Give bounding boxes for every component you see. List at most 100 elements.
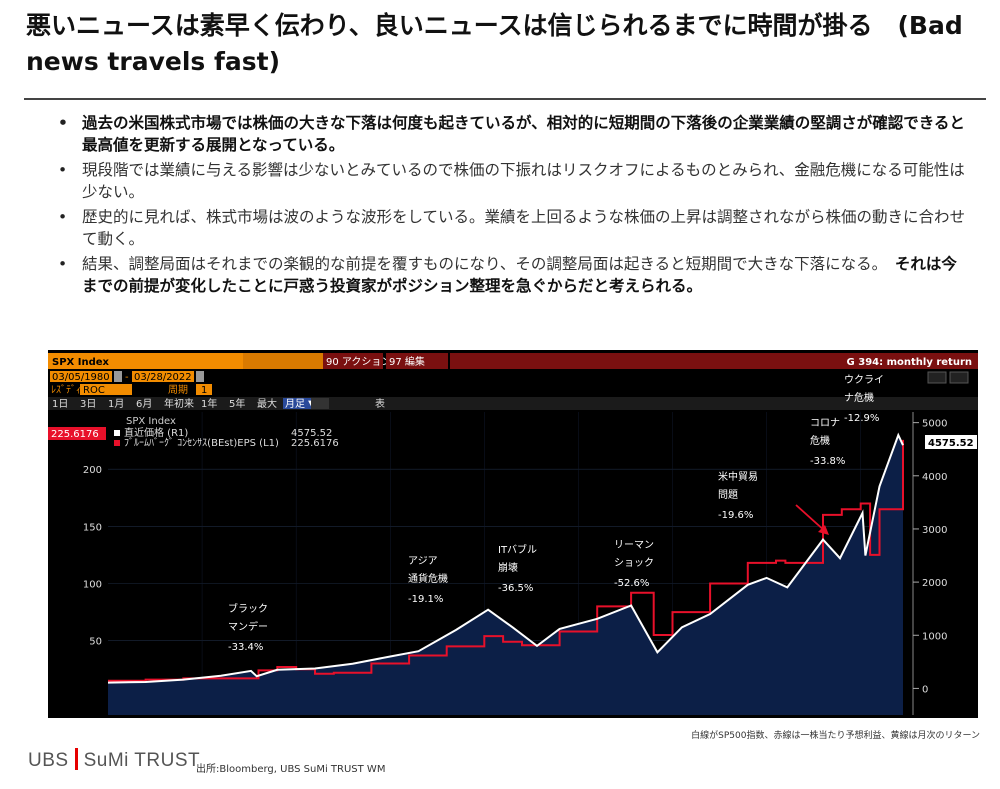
header-right-label: G 394: monthly return	[847, 357, 972, 368]
menu-action[interactable]	[323, 353, 383, 369]
bullet-item: 結果、調整局面はそれまでの楽観的な前提を覆すものになり、その調整局面は起きると短…	[48, 253, 968, 297]
date-from: 03/05/1980	[52, 372, 110, 383]
bullet-item: 過去の米国株式市場では株価の大きな下落は何度も起きているが、相対的に短期間の下落…	[48, 112, 968, 156]
period-bar	[48, 397, 978, 410]
logo-left: UBS	[28, 750, 69, 771]
right-tick-label: 0	[922, 684, 928, 695]
annotation-label: 米中貿易	[718, 470, 758, 483]
menu-edit[interactable]	[386, 353, 448, 369]
period-button[interactable]: 年初来	[164, 397, 194, 410]
period-button[interactable]: 5年	[229, 397, 245, 410]
annotation-label: 問題	[718, 489, 738, 501]
bullet-item: 現段階では業績に与える影響は少ないとみているので株価の下振れはリスクオフによるも…	[48, 159, 968, 203]
annotation-arrowhead	[818, 525, 829, 535]
left-axis: 50 100 150 200	[83, 465, 102, 648]
ticker-bar	[48, 353, 243, 369]
legend-label-price: 直近価格 (R1)	[124, 426, 188, 439]
ticker-label: SPX Index	[52, 357, 110, 368]
left-tick-label: 50	[89, 637, 102, 648]
annotation-label: ナ危機	[844, 391, 874, 404]
menu-edit-label: 97 編集	[389, 355, 425, 368]
left-tick-label: 100	[83, 580, 102, 591]
annotation-value: -19.6%	[718, 510, 753, 521]
legend-title: SPX Index	[126, 416, 176, 427]
undo-icon[interactable]	[927, 371, 947, 384]
period-button[interactable]: 3日	[80, 399, 96, 410]
annotation-label: ITバブル	[498, 543, 537, 556]
annotation-label: リーマン	[614, 540, 654, 551]
period-buttons: 1日 3日 1月 6月 年初来 1年 5年 最大 月足 ▼	[52, 397, 317, 410]
annotation-value: -33.4%	[228, 642, 263, 653]
row2-value-1: ROC	[83, 385, 105, 396]
right-last-value-box	[925, 435, 977, 449]
right-tick-label: 4000	[922, 472, 947, 483]
date-from-field[interactable]	[50, 371, 112, 382]
source-note: 出所:Bloomberg, UBS SuMi TRUST WM	[196, 764, 386, 775]
annotation-label: ショック	[614, 557, 654, 569]
period-button[interactable]: 1年	[201, 397, 217, 410]
right-tick-label: 5000	[922, 419, 947, 430]
legend: SPX Index 直近価格 (R1) 4575.52 ﾌﾞﾙｰﾑﾊﾞｰｸﾞ ｺ…	[114, 416, 339, 449]
period-button[interactable]: 1日	[52, 399, 68, 410]
price-area	[108, 435, 903, 715]
logo-right: SuMi TRUST	[83, 750, 201, 771]
bullet-list: 過去の米国株式市場では株価の大きな下落は何度も起きているが、相対的に短期間の下落…	[48, 112, 968, 300]
left-tick-label: 150	[83, 522, 102, 533]
annotation-value: -52.6%	[614, 578, 649, 589]
period-button[interactable]: 6月	[136, 398, 152, 410]
row2-value-2: 1	[201, 385, 207, 396]
annotation-arrow-line	[795, 504, 827, 533]
bullet-item: 歴史的に見れば、株式市場は波のような波形をしている。業績を上回るような株価の上昇…	[48, 206, 968, 250]
right-tick-label: 1000	[922, 631, 947, 642]
price-series-line	[107, 432, 904, 684]
annotation-label: コロナ	[810, 417, 840, 429]
legend-label-eps: ﾌﾞﾙｰﾑﾊﾞｰｸﾞ ｺﾝｾﾝｻｽ(BEst)EPS (L1)	[124, 437, 279, 449]
row2-field-1[interactable]	[80, 384, 132, 395]
annotation-value: -33.8%	[810, 456, 845, 467]
company-logo: UBS SuMi TRUST	[28, 748, 200, 772]
row2-field-2[interactable]	[196, 384, 212, 395]
annotation-label: ブラック	[228, 602, 268, 615]
annotation-label: マンデー	[228, 620, 268, 633]
bloomberg-chart-panel: SPX Index 90 アクション 97 編集 G 394: monthly …	[48, 350, 978, 718]
annotation-value: -12.9%	[844, 413, 879, 424]
date-to-picker-icon[interactable]	[196, 371, 204, 382]
date-to: 03/28/2022	[134, 372, 192, 383]
eps-series-line	[108, 439, 904, 682]
period-button[interactable]: 月足 ▼	[285, 398, 316, 410]
annotation-label: ウクライ	[844, 374, 884, 386]
line-tool-icon[interactable]	[311, 398, 329, 409]
right-tick-label: 3000	[922, 525, 947, 536]
bullet-text: 結果、調整局面はそれまでの楽観的な前提を覆すものになり、その調整局面は起きると短…	[82, 255, 880, 273]
annotation-value: -19.1%	[408, 594, 443, 605]
legend-swatch-price	[114, 430, 120, 436]
row2-label-2: 周期	[168, 384, 188, 396]
right-tick-label: 2000	[922, 578, 947, 589]
period-button[interactable]: 最大	[257, 397, 277, 410]
title-divider	[24, 98, 986, 100]
logo-divider	[74, 748, 78, 770]
annotation-label: 通貨危機	[408, 572, 448, 585]
period-button[interactable]: 1月	[108, 398, 124, 410]
date-from-picker-icon[interactable]	[114, 371, 122, 382]
left-last-value-box	[48, 427, 106, 440]
chart-note: 白線がSP500指数、赤線は一株当たり予想利益、黄線は月次のリターン	[691, 731, 980, 741]
menu-action-label: 90 アクション	[326, 356, 391, 368]
table-button[interactable]: 表	[375, 397, 385, 410]
annotation-label: アジア	[408, 556, 438, 567]
page-title: 悪いニュースは素早く伝わり、良いニュースは信じられるまでに時間が掛る (Bad …	[26, 11, 963, 76]
header-right-bar	[450, 353, 978, 369]
annotation-label: 崩壊	[498, 561, 518, 574]
date-to-field[interactable]	[132, 371, 194, 382]
period-active-bg	[283, 398, 317, 409]
left-last-value: 225.6176	[51, 429, 99, 440]
right-axis: 0 1000 2000 3000 4000 5000	[912, 412, 947, 715]
legend-value-eps: 225.6176	[291, 438, 339, 449]
annotation-label: 危機	[810, 434, 830, 447]
left-tick-label: 200	[83, 465, 102, 476]
bullet-bold-text: それは今までの前提が変化したことに戸惑う投資家がポジション整理を急ぐからだと考え…	[82, 255, 957, 295]
header-blank	[243, 353, 323, 369]
refresh-icon[interactable]	[949, 371, 969, 384]
legend-swatch-eps	[114, 440, 120, 446]
